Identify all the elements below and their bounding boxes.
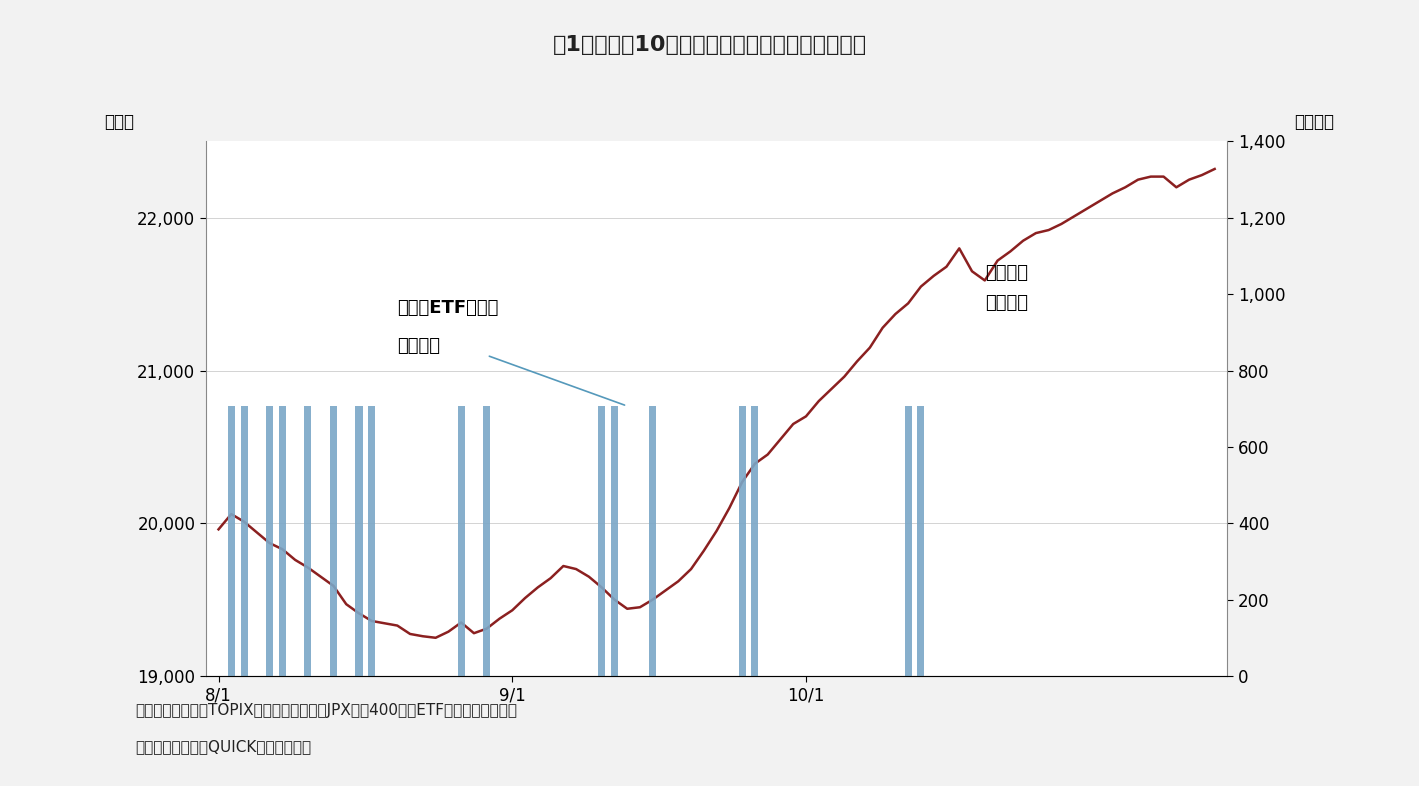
Bar: [918, 406, 924, 676]
Bar: [650, 406, 656, 676]
Bar: [905, 406, 911, 676]
Bar: [612, 406, 617, 676]
Text: （円）: （円）: [104, 112, 133, 130]
Bar: [280, 406, 285, 676]
Bar: [484, 406, 490, 676]
Bar: [228, 406, 234, 676]
Text: 日銀のETF買入額: 日銀のETF買入額: [397, 299, 498, 317]
Text: （資料）　日銀・QUICKより筆者作成: （資料） 日銀・QUICKより筆者作成: [135, 739, 311, 754]
Bar: [739, 406, 745, 676]
Bar: [458, 406, 464, 676]
Text: （左軽）: （左軽）: [985, 294, 1027, 312]
Bar: [305, 406, 311, 676]
Bar: [369, 406, 375, 676]
Bar: [752, 406, 758, 676]
Text: 日経平均: 日経平均: [985, 263, 1027, 281]
Bar: [356, 406, 362, 676]
Bar: [267, 406, 272, 676]
Text: （億円）: （億円）: [1294, 112, 1334, 130]
Bar: [241, 406, 247, 676]
Bar: [599, 406, 604, 676]
Text: （注）　買入額はTOPIX型・日経平均型・JPX日経400型のETFを対象としたもの: （注） 買入額はTOPIX型・日経平均型・JPX日経400型のETFを対象とした…: [135, 703, 517, 718]
Text: 図1：日銀は10月にＥＴＦを一度も買っていない: 図1：日銀は10月にＥＴＦを一度も買っていない: [552, 35, 867, 55]
Text: （右軽）: （右軽）: [397, 337, 440, 355]
Bar: [331, 406, 336, 676]
